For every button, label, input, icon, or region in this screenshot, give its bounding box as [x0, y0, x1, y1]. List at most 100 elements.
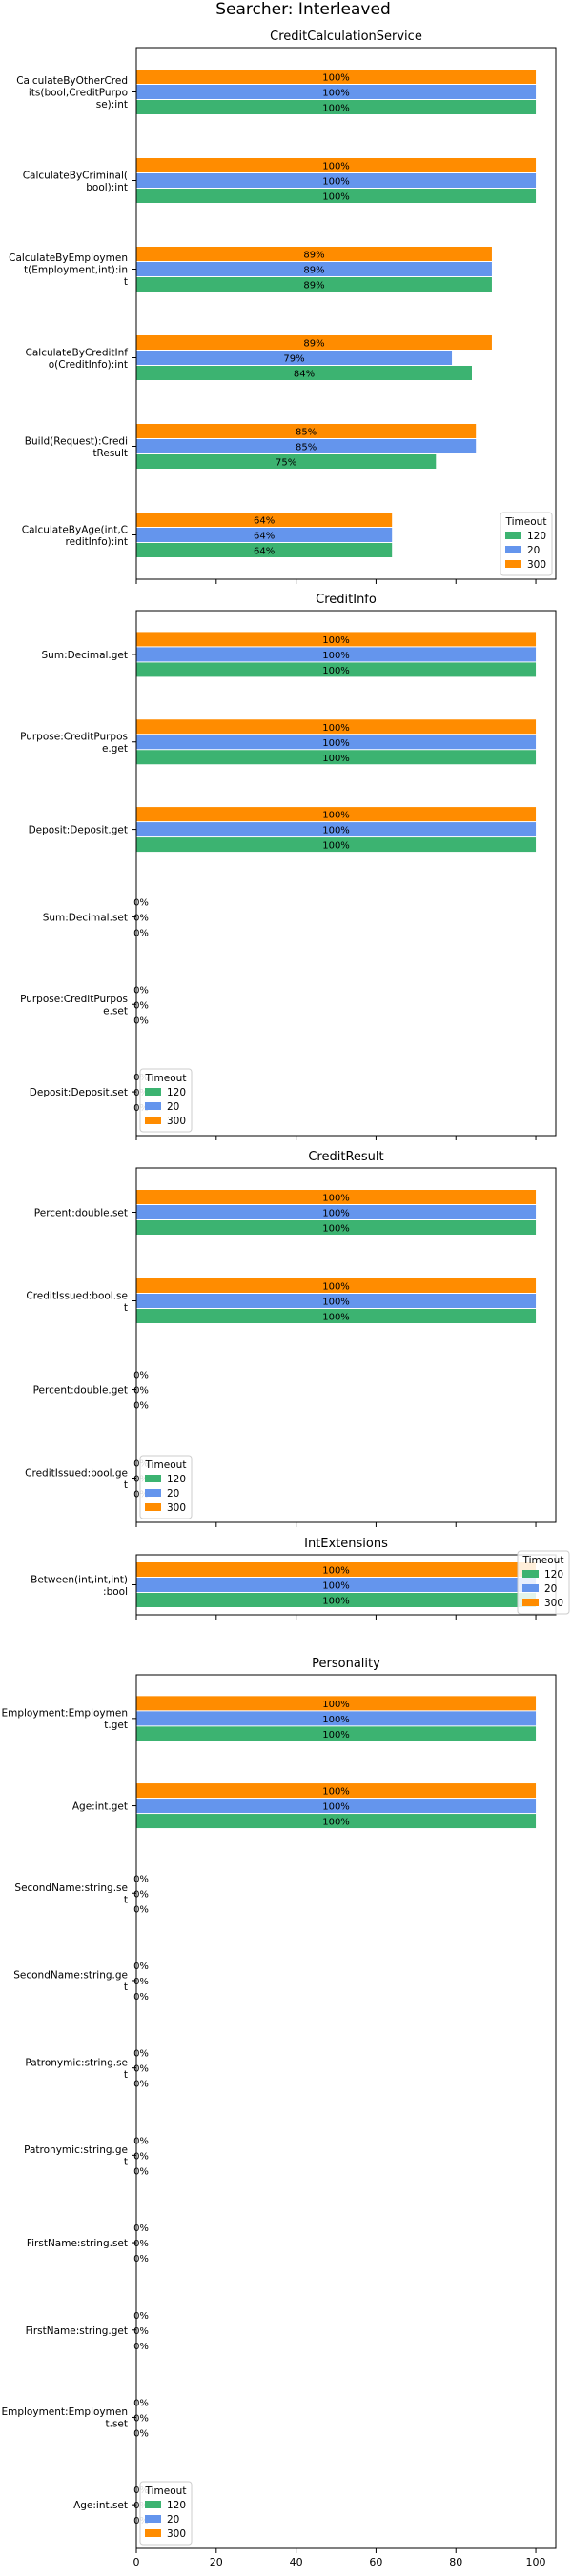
- x-tick-label: 40: [290, 2556, 303, 2568]
- legend-swatch-20: [145, 1102, 161, 1110]
- data-label: 100%: [322, 89, 350, 99]
- data-label: 0%: [133, 913, 149, 923]
- category-label: Sum:Decimal.set: [43, 912, 128, 923]
- data-label: 75%: [276, 458, 296, 469]
- bar-120: [136, 189, 537, 203]
- legend-box: [139, 2481, 193, 2546]
- data-label: 100%: [322, 1715, 350, 1725]
- bar-20: [136, 1205, 537, 1219]
- data-label: 0%: [133, 2326, 149, 2337]
- legend-entry: 300: [167, 1116, 186, 1127]
- category-label: CreditIssued:bool.ge t: [25, 1467, 128, 1491]
- legend: Timeout 120 20 300: [500, 512, 553, 576]
- category-label: Patronymic:string.ge t: [24, 2144, 128, 2168]
- data-label: 0%: [133, 1962, 149, 1972]
- data-label: 0%: [133, 1977, 149, 1987]
- legend-entry: 20: [544, 1583, 557, 1595]
- category-label: Between(int,int,int):bool: [31, 1574, 128, 1598]
- legend-entry: 20: [167, 1101, 179, 1113]
- legend-title: Timeout: [145, 2485, 187, 2497]
- data-label: 0%: [133, 2136, 149, 2146]
- data-label: 85%: [296, 428, 317, 438]
- data-label: 0%: [133, 1874, 149, 1884]
- legend-swatch-20: [505, 546, 521, 553]
- bar-120: [136, 366, 472, 380]
- bar-20: [136, 735, 537, 750]
- data-label: 0%: [133, 2254, 149, 2264]
- bar-120: [136, 1726, 537, 1741]
- legend: Timeout 120 20 300: [139, 1455, 193, 1519]
- plot-frame: [135, 47, 557, 580]
- legend-entry: 20: [167, 2514, 179, 2526]
- data-label: 100%: [322, 1730, 350, 1741]
- subplot: CreditResult100%100%0%0%100%100%0%0%100%…: [25, 1150, 557, 1527]
- category-label: Employment:Employmen t.set: [1, 2406, 128, 2430]
- data-label: 89%: [303, 251, 324, 261]
- category-label: Build(Request):Credi tResult: [25, 435, 128, 459]
- data-label: 0%: [133, 985, 149, 996]
- plot-frame: [135, 610, 557, 1137]
- bar-300: [136, 335, 492, 350]
- legend-entry: 120: [527, 531, 546, 542]
- legend-entry: 120: [167, 2500, 186, 2511]
- data-label: 100%: [322, 651, 350, 661]
- category-label: FirstName:string.set: [27, 2238, 128, 2249]
- legend-swatch-120: [505, 532, 521, 539]
- subplot: IntExtensions 100% 100% 100% Between(int,int…: [31, 1537, 570, 1620]
- subplot-title: CreditInfo: [316, 593, 377, 607]
- data-label: 100%: [322, 1313, 350, 1323]
- data-label: 100%: [322, 1581, 350, 1592]
- bar-300: [136, 424, 477, 438]
- subplot: Personality 100% 100% 0% 0% 0% 0% 0% 0% 0% 0% 100% 1…: [1, 1657, 557, 2568]
- data-label: 100%: [322, 73, 350, 84]
- subplot: CreditInfo 100% 100% 100% 0% 0% 0% 100% 100% 100%…: [20, 593, 557, 1140]
- legend-entry: 300: [167, 1502, 186, 1514]
- legend-title: Timeout: [505, 516, 547, 528]
- legend-swatch-300: [145, 1503, 161, 1511]
- legend-swatch-120: [145, 2501, 161, 2508]
- category-label: Age:int.get: [72, 1801, 128, 1813]
- data-label: 0%: [133, 1386, 149, 1397]
- category-label: Employment:Employmen t.get: [1, 1708, 128, 1732]
- data-label: 89%: [303, 339, 324, 350]
- category-label: CalculateByCreditInf o(CreditInfo):int: [26, 347, 129, 371]
- legend-title: Timeout: [145, 1459, 187, 1471]
- bar-300: [136, 1562, 537, 1577]
- bar-120: [136, 1309, 537, 1323]
- data-label: 0%: [133, 2049, 149, 2060]
- data-label: 100%: [322, 162, 350, 172]
- legend-entry: 300: [544, 1598, 563, 1609]
- legend-entry: 20: [527, 545, 540, 556]
- x-tick-label: 100: [526, 2556, 546, 2568]
- data-label: 0%: [133, 2342, 149, 2352]
- bar-300: [136, 632, 537, 647]
- data-label: 100%: [322, 754, 350, 764]
- bar-20: [136, 85, 537, 99]
- category-label: Purpose:CreditPurpos e.get: [20, 732, 128, 755]
- category-label: SecondName:string.ge t: [13, 1970, 128, 1994]
- bar-300: [136, 70, 537, 84]
- data-label: 0%: [133, 2080, 149, 2090]
- legend-entry: 300: [527, 559, 546, 571]
- bar-300: [136, 1190, 537, 1204]
- data-label: 84%: [294, 370, 315, 380]
- bar-120: [136, 543, 393, 557]
- data-label: 89%: [303, 281, 324, 292]
- data-label: 0%: [133, 2311, 149, 2322]
- data-label: 0%: [133, 1889, 149, 1900]
- data-label: 0%: [133, 1992, 149, 2002]
- data-label: 100%: [322, 723, 350, 734]
- data-label: 64%: [254, 516, 275, 527]
- subplot-title: CreditResult: [308, 1150, 383, 1164]
- category-label: Purpose:CreditPurpos e.set: [20, 994, 128, 1017]
- legend-box: [139, 1068, 193, 1133]
- category-label: Sum:Decimal.get: [42, 650, 128, 661]
- x-tick-label: 20: [210, 2556, 223, 2568]
- bar-20: [136, 1711, 537, 1726]
- bar-120: [136, 837, 537, 853]
- data-label: 0%: [133, 1401, 149, 1412]
- bar-300: [136, 1783, 537, 1799]
- data-label: 89%: [303, 266, 324, 276]
